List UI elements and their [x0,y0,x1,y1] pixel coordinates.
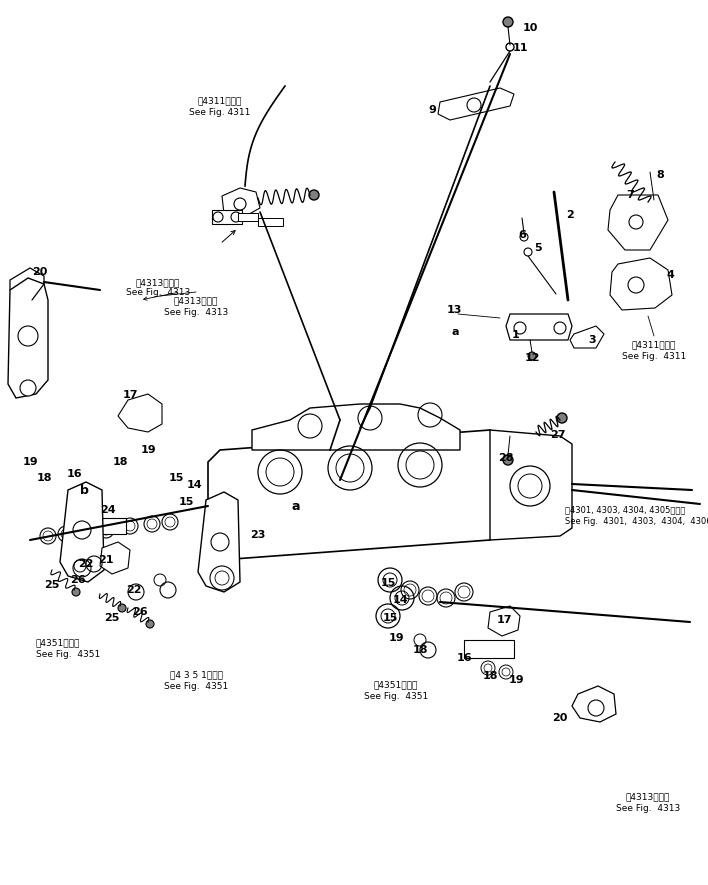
Text: 19: 19 [388,633,404,643]
Text: 22: 22 [126,585,142,595]
Text: 笥4351图参用
See Fig.  4351: 笥4351图参用 See Fig. 4351 [36,638,101,658]
Circle shape [309,190,319,200]
Polygon shape [490,430,572,540]
Text: 22: 22 [79,559,93,569]
Text: 17: 17 [496,615,512,625]
Polygon shape [506,314,572,340]
Circle shape [503,17,513,27]
Text: 24: 24 [101,505,116,515]
Bar [464,640,514,658]
Polygon shape [8,278,48,398]
Bar [238,213,258,221]
Text: 笥4311图参用
See Fig. 4311: 笥4311图参用 See Fig. 4311 [189,96,251,117]
Text: 14: 14 [186,480,202,490]
Polygon shape [60,482,104,582]
Text: 第4313図参照
See Fig.  4313: 第4313図参照 See Fig. 4313 [126,278,190,297]
Text: 19: 19 [22,457,38,467]
Text: 笥4301, 4303, 4304, 4305图参照
See Fig.  4301,  4303,  4304,  4306: 笥4301, 4303, 4304, 4305图参照 See Fig. 4301… [565,505,708,526]
Polygon shape [198,492,240,592]
Circle shape [528,352,536,360]
Text: 2: 2 [566,210,574,220]
Text: 23: 23 [251,530,266,540]
Bar [258,218,283,226]
Text: 4: 4 [666,270,674,280]
Polygon shape [438,88,514,120]
Text: a: a [451,327,459,337]
Text: 28: 28 [498,453,514,463]
Text: b: b [79,483,88,496]
Bar [86,518,126,534]
Circle shape [649,200,659,210]
Text: 19: 19 [508,675,524,685]
Polygon shape [118,394,162,432]
Circle shape [72,588,80,596]
Text: 25: 25 [45,580,59,590]
Text: 18: 18 [482,671,498,681]
Text: 笥4 3 5 1图参照
See Fig.  4351: 笥4 3 5 1图参照 See Fig. 4351 [164,670,228,691]
Text: 16: 16 [67,469,83,479]
Text: 17: 17 [122,390,138,400]
Text: 18: 18 [412,645,428,655]
Text: 15: 15 [380,578,396,588]
Polygon shape [608,195,668,250]
Circle shape [210,566,234,590]
Text: 19: 19 [140,445,156,455]
Text: 26: 26 [132,607,148,617]
Circle shape [146,620,154,628]
Text: a: a [292,499,300,512]
Circle shape [73,559,91,577]
Polygon shape [570,326,604,348]
Text: 笥4313图参照
See Fig.  4313: 笥4313图参照 See Fig. 4313 [164,296,228,317]
Text: 笥4311图参用
See Fig.  4311: 笥4311图参用 See Fig. 4311 [622,340,686,361]
Bar [212,210,242,224]
Text: 27: 27 [550,430,566,440]
Polygon shape [100,542,130,574]
Text: 1: 1 [512,330,520,340]
Text: 8: 8 [656,170,664,180]
Text: 3: 3 [588,335,596,345]
Text: 12: 12 [524,353,539,363]
Text: 笥4313图参照
See Fig.  4313: 笥4313图参照 See Fig. 4313 [616,792,680,812]
Circle shape [118,604,126,612]
Text: 6: 6 [518,230,526,240]
Circle shape [503,455,513,465]
Text: 15: 15 [169,473,183,483]
Text: 15: 15 [382,613,398,623]
Text: 21: 21 [98,555,114,565]
Circle shape [557,413,567,423]
Text: 20: 20 [33,267,47,277]
Text: 20: 20 [552,713,568,723]
Text: 16: 16 [456,653,472,663]
Text: 14: 14 [392,595,408,605]
Polygon shape [572,686,616,722]
Text: 13: 13 [446,305,462,315]
Polygon shape [610,258,672,310]
Text: 18: 18 [113,457,127,467]
Polygon shape [222,188,260,218]
Circle shape [20,380,36,396]
Text: 9: 9 [428,105,436,115]
Polygon shape [252,404,460,450]
Text: 18: 18 [36,473,52,483]
Circle shape [524,248,532,256]
Circle shape [520,233,528,241]
Polygon shape [208,430,502,560]
Text: 7: 7 [626,190,634,200]
Text: 10: 10 [523,23,537,33]
Polygon shape [10,268,44,298]
Text: 11: 11 [513,43,527,53]
Polygon shape [488,606,520,636]
Text: 笥4351图参用
See Fig.  4351: 笥4351图参用 See Fig. 4351 [364,680,428,701]
Text: 15: 15 [178,497,194,507]
Text: 25: 25 [104,613,120,623]
Text: 26: 26 [70,575,86,585]
Text: 5: 5 [535,243,542,253]
